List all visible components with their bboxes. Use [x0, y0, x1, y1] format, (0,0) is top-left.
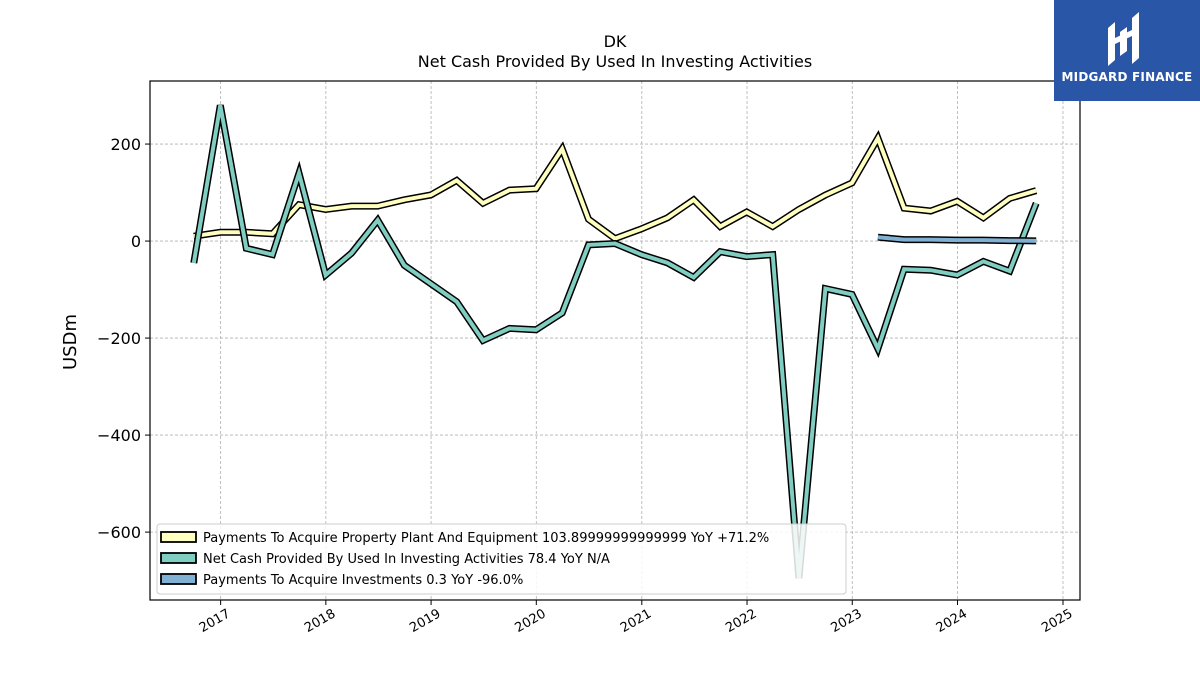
y-tick-label: −600 [97, 523, 141, 542]
x-tick-label: 2022 [723, 606, 759, 636]
legend-label: Payments To Acquire Investments 0.3 YoY … [203, 573, 523, 588]
x-tick-label: 2025 [1039, 606, 1075, 636]
x-axis: 2017 2018 2019 2020 2021 2022 2023 2024 2025 [197, 600, 1075, 636]
y-tick-label: −200 [97, 329, 141, 348]
series-line [191, 104, 1039, 579]
legend-swatch [160, 552, 197, 564]
series-layer [190, 104, 1040, 579]
series-line [877, 235, 1037, 243]
legend-label: Net Cash Provided By Used In Investing A… [203, 552, 610, 567]
y-axis-label: USDm [60, 314, 81, 370]
series-1 [193, 130, 1038, 243]
y-tick-label: 200 [110, 135, 141, 154]
brand-logo: MIDGARD FINANCE [1054, 0, 1200, 101]
chart-subtitle: Net Cash Provided By Used In Investing A… [417, 52, 813, 71]
legend-swatch [160, 573, 197, 585]
legend-swatch [160, 531, 197, 543]
logo-text: MIDGARD FINANCE [1061, 70, 1193, 84]
legend-label: Payments To Acquire Property Plant And E… [203, 531, 769, 546]
series-line-outline [190, 104, 1040, 579]
x-tick-label: 2018 [302, 606, 338, 636]
x-tick-label: 2021 [618, 606, 654, 636]
x-tick-label: 2017 [197, 606, 233, 636]
series-3 [877, 233, 1037, 245]
series-line-outline [193, 130, 1038, 243]
midgard-logo-icon [1108, 12, 1139, 66]
grid [150, 81, 1080, 600]
x-tick-label: 2024 [934, 606, 970, 636]
x-tick-label: 2020 [513, 606, 549, 636]
y-tick-label: −400 [97, 426, 141, 445]
plot-frame [149, 80, 1081, 601]
series-2 [190, 104, 1040, 579]
legend-box [156, 523, 847, 595]
x-tick-label: 2019 [407, 606, 443, 636]
x-tick-label: 2023 [828, 606, 864, 636]
y-axis: 200 0 −200 −400 −600 [97, 135, 150, 542]
chart-title: DK [603, 32, 627, 51]
series-line [193, 133, 1037, 241]
y-tick-label: 0 [131, 232, 141, 251]
legend: Payments To Acquire Property Plant And E… [156, 523, 847, 595]
